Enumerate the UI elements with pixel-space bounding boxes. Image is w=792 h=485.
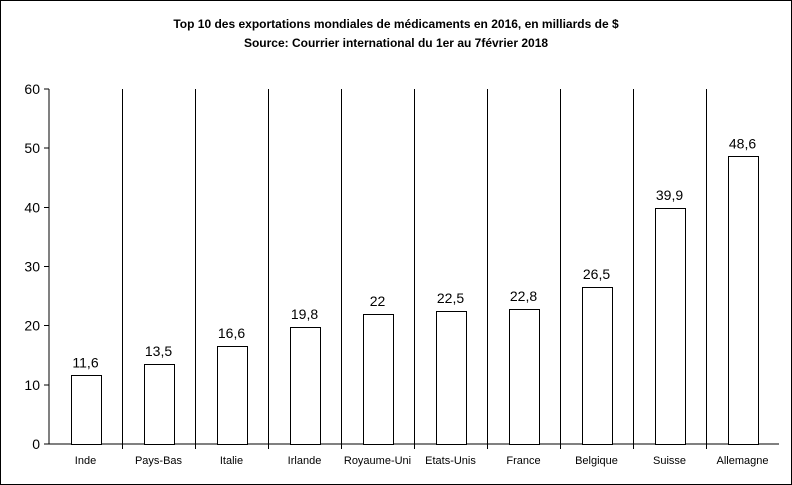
y-tick-label: 20 (24, 318, 40, 334)
data-label: 39,9 (656, 187, 683, 203)
y-tick-label: 40 (24, 199, 40, 215)
data-label: 22,8 (510, 288, 537, 304)
category-label: Italie (220, 455, 243, 467)
y-tick-label: 10 (24, 377, 40, 393)
data-label: 11,6 (72, 354, 98, 370)
bar (144, 364, 175, 445)
category-label: France (506, 455, 540, 467)
data-label: 13,5 (145, 343, 172, 359)
data-label: 19,8 (291, 306, 318, 322)
y-tick-label: 0 (32, 436, 40, 452)
category-label: Pays-Bas (135, 455, 183, 467)
bar (655, 208, 686, 445)
y-tick-label: 30 (24, 259, 40, 275)
bar (436, 311, 467, 445)
bar (71, 375, 102, 445)
category-label: Suisse (653, 455, 686, 467)
bar (217, 346, 248, 445)
data-label: 22 (370, 293, 386, 309)
bar (363, 314, 394, 445)
bar (290, 327, 321, 445)
bars: 11,6 Inde 13,5 Pays-Bas 16,6 Italie 19,8 Irland… (71, 135, 769, 467)
data-label: 48,6 (729, 135, 756, 151)
category-label: Allemagne (717, 455, 769, 467)
category-label: Irlande (288, 455, 322, 467)
category-label: Inde (75, 455, 96, 467)
category-label: Etats-Unis (425, 455, 476, 467)
y-tick-label: 60 (24, 81, 40, 97)
category-label: Royaume-Uni (344, 455, 411, 467)
data-label: 26,5 (583, 266, 610, 282)
data-label: 16,6 (218, 325, 245, 341)
category-label: Belgique (575, 455, 618, 467)
axes: 0 10 20 30 40 50 60 (24, 81, 779, 452)
y-tick-label: 50 (24, 140, 40, 156)
bar (509, 309, 540, 445)
bar (582, 287, 613, 445)
chart-subtitle: Source: Courrier international du 1er au… (244, 36, 548, 50)
data-label: 22,5 (437, 290, 464, 306)
chart-title: Top 10 des exportations mondiales de méd… (173, 17, 619, 31)
bar (728, 156, 759, 445)
